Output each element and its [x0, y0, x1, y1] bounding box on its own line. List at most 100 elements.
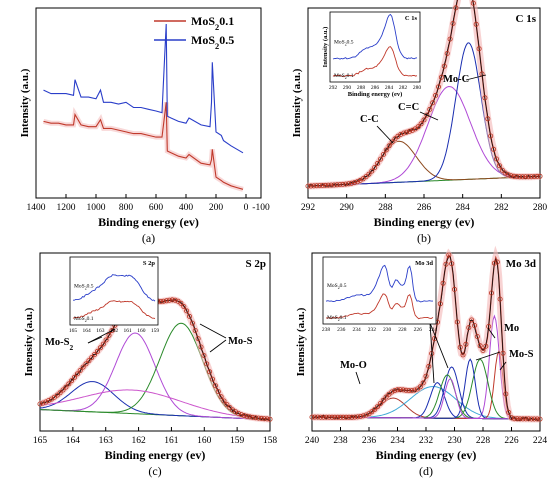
data-point [374, 404, 380, 410]
data-point [325, 182, 331, 188]
x-tick-label: 236 [362, 436, 377, 446]
annotation-leader [419, 111, 439, 121]
inset-tick-label: 280 [413, 85, 422, 91]
panel-caption: (c) [148, 464, 161, 478]
data-point [369, 168, 375, 174]
data-point [397, 387, 403, 393]
data-point [493, 156, 499, 162]
panel-title: Mo 3d [506, 258, 536, 270]
fit-component [307, 140, 541, 187]
data-point [103, 337, 109, 343]
data-point [433, 92, 439, 98]
panel-a: 1400 1200 1000 800 600 400 200 0 -100 Binding ene… [19, 7, 270, 245]
data-point [421, 117, 427, 123]
data-point [517, 174, 523, 180]
data-point [69, 378, 75, 384]
data-point [360, 413, 366, 419]
inset-tick-label: 224 [429, 327, 438, 333]
panel-c: 165 164 163 162 161 160 159 158 Binding energy (… [23, 252, 277, 478]
x-axis-label: Binding energy (ev) [374, 215, 475, 229]
data-point [401, 130, 407, 136]
data-point [195, 336, 201, 342]
inset-tick-label: 234 [352, 327, 361, 333]
inset-tick-label: 159 [151, 328, 160, 334]
data-point [460, 352, 466, 358]
data-point [499, 167, 505, 173]
data-point [454, 319, 460, 325]
inset-legend-entry: MoS20.1 [334, 73, 354, 80]
data-point [308, 183, 314, 189]
x-tick-label: -100 [252, 203, 270, 213]
data-point [212, 383, 218, 389]
data-point [241, 412, 247, 418]
x-tick-label: 800 [119, 203, 134, 213]
data-point [169, 297, 175, 303]
peak-label: C=C [398, 102, 419, 113]
data-point [192, 327, 198, 333]
x-axis-label: Binding energy (ev) [376, 448, 477, 462]
data-point [332, 414, 338, 420]
peak-label: Mo-S [228, 336, 253, 347]
data-point [189, 320, 195, 326]
panel-title: C 1s [516, 13, 537, 25]
x-tick-label: 165 [33, 436, 48, 446]
annotation-leader [355, 371, 361, 385]
data-point [446, 252, 452, 258]
annotation-leader [429, 322, 435, 384]
x-tick-label: 284 [456, 203, 471, 213]
data-point [420, 380, 426, 386]
data-point [97, 345, 103, 351]
data-point [423, 373, 429, 379]
data-point [427, 106, 433, 112]
data-point [503, 391, 509, 397]
data-point [83, 361, 89, 367]
annotation-leader [87, 328, 116, 344]
x-tick-label: 286 [417, 203, 432, 213]
inset-tick-label: 230 [383, 327, 392, 333]
inset-tick-label: 161 [124, 328, 133, 334]
x-axis-label: Binding energy (ev) [105, 448, 206, 462]
x-tick-label: 238 [333, 436, 348, 446]
inset-tick-label: 288 [357, 85, 366, 91]
data-point [447, 36, 453, 42]
data-point [204, 361, 210, 367]
x-tick-label: 282 [494, 203, 509, 213]
data-point [60, 387, 66, 393]
inset-frame [322, 256, 437, 325]
x-tick-label: 290 [340, 203, 355, 213]
data-point [346, 414, 352, 420]
x-tick-label: 600 [149, 203, 164, 213]
data-point [207, 369, 213, 375]
data-point [491, 146, 497, 152]
data-point [355, 414, 361, 420]
inset-title: Mo 3d [415, 260, 433, 267]
data-point [186, 313, 192, 319]
data-point [438, 74, 444, 80]
inset-series-mos2-0-1 [325, 293, 434, 320]
data-point [424, 112, 430, 118]
data-point [343, 414, 349, 420]
x-tick-label: 230 [447, 436, 462, 446]
x-tick-label: 226 [504, 436, 519, 446]
data-point [483, 343, 489, 349]
inset-title: S 2p [143, 260, 155, 267]
inset-tick-label: 165 [69, 328, 78, 334]
inset-tick-label: 228 [398, 327, 407, 333]
inset: Mo 3d 238 236 234 232 230 228 226 224 MoS20.5 MoS2… [322, 256, 438, 333]
panel-d: 240 238 236 234 232 230 228 226 224 Binding energ… [295, 245, 547, 478]
data-point [66, 381, 72, 387]
data-point [412, 387, 418, 393]
data-point [514, 174, 520, 180]
data-point [534, 416, 540, 422]
data-point [406, 128, 412, 134]
inset-frame [69, 256, 159, 326]
series-halo [42, 102, 244, 192]
x-axis-label: Binding energy (ev) [98, 215, 199, 229]
annotation-leader [376, 125, 394, 144]
data-point [394, 387, 400, 393]
data-point [451, 286, 457, 292]
data-point [247, 414, 253, 420]
data-point [403, 387, 409, 393]
x-tick-label: 1000 [87, 203, 106, 213]
